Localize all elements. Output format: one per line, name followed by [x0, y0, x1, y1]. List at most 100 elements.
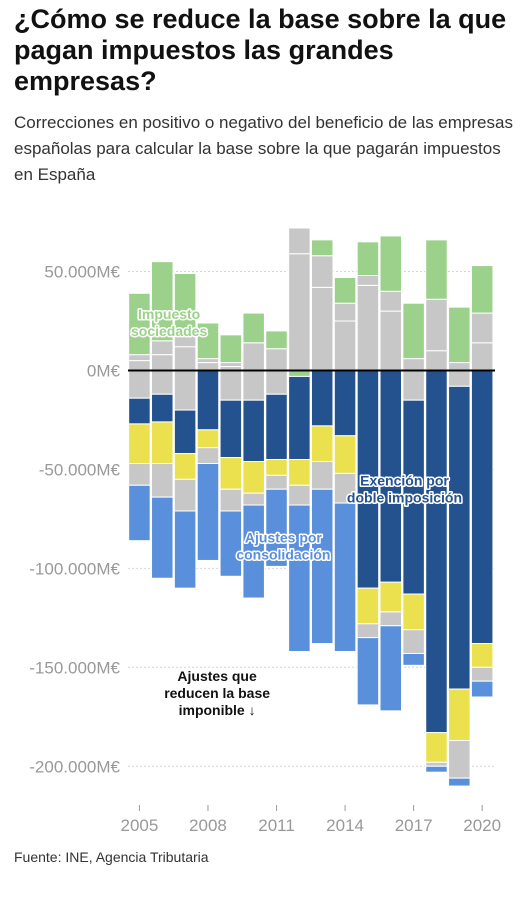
chart-subtitle: Correcciones en positivo o negativo del … — [14, 113, 513, 184]
bar-segment-otros — [310, 286, 334, 371]
bar-segment-otros — [173, 369, 197, 411]
bar-segment-amarillo — [425, 732, 448, 763]
bar-segment-impuesto_sociedades — [151, 261, 174, 342]
bar-segment-otros — [333, 302, 357, 322]
bar-segment-doble_imposicion — [310, 369, 334, 427]
bar-segment-otros — [196, 447, 220, 464]
bar-segment-amarillo — [151, 421, 174, 464]
bar-segment-consolidacion — [128, 484, 151, 542]
annotation-label: Ajustes que — [177, 668, 257, 684]
bar-segment-otros — [288, 253, 311, 371]
bar-segment-otros — [379, 290, 403, 312]
bar-segment-amarillo — [402, 593, 425, 631]
bar-segment-impuesto_sociedades — [379, 235, 403, 292]
bar-segment-otros — [288, 227, 311, 255]
bar-segment-otros — [265, 369, 288, 395]
bar-segment-otros — [151, 340, 174, 356]
bar-segment-impuesto_sociedades — [265, 330, 288, 350]
bar-segment-doble_imposicion — [333, 369, 357, 437]
bar-segment-otros — [470, 342, 494, 371]
bar-segment-otros — [333, 320, 357, 371]
bar-segment-amarillo — [196, 429, 220, 449]
x-tick-label: 2008 — [189, 816, 227, 835]
bar-segment-consolidacion — [333, 502, 357, 652]
bar-segment-impuesto_sociedades — [310, 239, 334, 257]
bar-segment-amarillo — [379, 581, 403, 613]
bar-segment-otros — [356, 623, 380, 639]
bar-segment-otros — [173, 346, 197, 371]
bar-segment-otros — [288, 484, 311, 506]
bar-segment-consolidacion — [448, 777, 471, 787]
bar-segment-otros — [265, 474, 288, 490]
annotation-label: reducen la base — [164, 685, 270, 701]
bar-segment-amarillo — [173, 453, 197, 480]
bar-segment-otros — [402, 358, 425, 371]
x-tick-label: 2011 — [258, 816, 295, 835]
annotation-label: Ajustes por — [245, 530, 323, 546]
bar-segment-doble_imposicion — [448, 385, 471, 690]
bar-segment-consolidacion — [151, 496, 174, 579]
annotation-label: doble imposición — [347, 489, 462, 505]
bar-segment-impuesto_sociedades — [128, 292, 151, 356]
bar-segment-impuesto_sociedades — [402, 302, 425, 360]
bar-segment-amarillo — [448, 688, 471, 742]
bar-segment-doble_imposicion — [242, 399, 265, 463]
bar-segment-otros — [402, 369, 425, 401]
bar-segment-otros — [128, 369, 151, 399]
bar-segment-impuesto_sociedades — [470, 265, 494, 314]
bar-segment-otros — [379, 310, 403, 371]
bar-segment-otros — [219, 488, 243, 512]
y-axis-labels: 50.000M€ 0M€ -50.000M€ -100.000M€ -150.000M€… — [29, 263, 120, 777]
bar-segment-amarillo — [356, 587, 380, 625]
bar-segment-otros — [402, 629, 425, 654]
bar-segment-doble_imposicion — [173, 409, 197, 455]
y-tick-label: 50.000M€ — [44, 263, 120, 282]
y-tick-label: -50.000M€ — [39, 460, 121, 479]
bar-segment-otros — [242, 369, 265, 401]
bar-segment-otros — [379, 611, 403, 627]
bar-segment-consolidacion — [173, 510, 197, 589]
bar-segment-impuesto_sociedades — [196, 322, 220, 360]
bar-segment-impuesto_sociedades — [242, 312, 265, 344]
bar-segment-consolidacion — [379, 625, 403, 712]
bar-segment-amarillo — [288, 459, 311, 486]
annotation-label: imponible ↓ — [179, 702, 256, 718]
bar-segment-otros — [128, 354, 151, 362]
x-tick-label: 2005 — [121, 816, 159, 835]
bar-segment-amarillo — [265, 459, 288, 476]
bar-segment-impuesto_sociedades — [448, 306, 471, 364]
bars — [128, 227, 494, 787]
bar-segment-amarillo — [470, 643, 494, 668]
bar-segment-otros — [128, 462, 151, 486]
bar-segment-otros — [425, 298, 448, 352]
bar-segment-otros — [310, 461, 334, 490]
bar-segment-consolidacion — [310, 488, 334, 645]
bar-segment-amarillo — [219, 457, 243, 490]
bar-segment-consolidacion — [219, 510, 243, 577]
y-tick-label: -100.000M€ — [29, 559, 120, 578]
bar-segment-otros — [448, 362, 471, 371]
bar-segment-consolidacion — [196, 462, 220, 561]
bar-segment-otros — [242, 342, 265, 371]
bar-segment-otros — [265, 348, 288, 371]
bar-segment-otros — [242, 492, 265, 506]
annotation-label: sociedades — [131, 323, 207, 339]
bar-segment-otros — [151, 354, 174, 371]
y-tick-label: 0M€ — [87, 361, 121, 380]
bar-segment-doble_imposicion — [151, 393, 174, 423]
bar-segment-otros — [470, 666, 494, 682]
bar-segment-otros — [196, 362, 220, 371]
x-axis-labels: 2005 2008 2011 2014 2017 2020 — [121, 805, 501, 835]
y-tick-label: -150.000M€ — [29, 658, 120, 677]
bar-segment-consolidacion — [265, 488, 288, 567]
x-tick-label: 2020 — [463, 816, 501, 835]
bar-segment-otros — [310, 255, 334, 288]
x-tick-label: 2014 — [326, 816, 364, 835]
y-tick-label: -200.000M€ — [29, 757, 120, 776]
bar-segment-impuesto_sociedades — [356, 241, 380, 276]
bar-segment-otros — [356, 274, 380, 286]
source-note: Fuente: INE, Agencia Tributaria — [14, 849, 209, 865]
chart-title: ¿Cómo se reduce la base sobre la que pag… — [14, 4, 507, 96]
bar-segment-consolidacion — [402, 652, 425, 666]
